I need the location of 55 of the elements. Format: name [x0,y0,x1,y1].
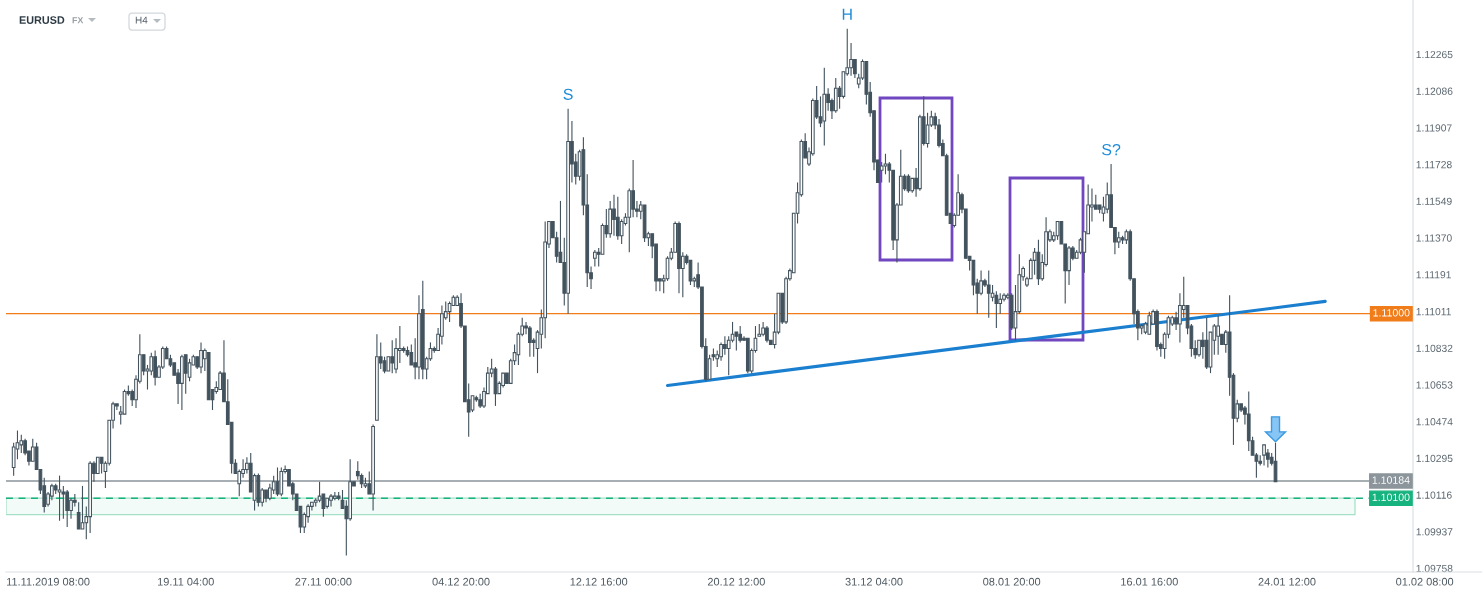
candlestick [80,485,85,530]
candlestick [153,350,157,386]
candlestick [615,196,620,241]
ref-line-label: 1.10100 [1372,493,1410,502]
x-tick-label: 24.01 12:00 [1258,577,1316,586]
candlestick [1067,245,1071,286]
candlestick [612,194,616,237]
candlestick [447,300,452,323]
candlestick [122,388,127,415]
candlestick [199,341,203,374]
x-tick-label: 20.12 12:00 [707,577,765,586]
x-tick-label: 12.12 16:00 [570,577,628,586]
text: EURUSD [19,16,65,24]
y-tick-label: 1.09758 [1416,564,1453,573]
ref-line-label: 1.11000 [1373,309,1410,317]
annotation: H4 [135,16,148,24]
y-tick-label: 1.10295 [1416,454,1453,463]
candlestick [723,335,727,356]
y-tick-label: 1.11370 [1416,234,1452,242]
ref-line-label: 1.10184 [1372,476,1410,484]
x-tick-label: 31.12 04:00 [845,577,903,586]
candlestick [279,466,284,497]
y-tick-label: 1.10116 [1416,491,1452,499]
x-tick-label: 08.01 20:00 [983,577,1041,586]
x-tick-label: 04.12 20:00 [432,577,490,586]
y-tick-label: 1.12086 [1416,87,1453,95]
x-tick-label: 11.11.2019 08:00 [7,577,90,586]
x-tick-label: 19.11 04:00 [157,577,214,586]
y-tick-label: 1.10653 [1416,381,1453,389]
annotation: FX [72,17,84,24]
candlestick [390,339,395,374]
candlestick [271,475,276,495]
y-tick-label: 1.10474 [1416,418,1453,426]
y-tick-label: 1.10832 [1416,344,1453,352]
candlestick [409,343,414,366]
annotation: S [563,88,573,100]
candlestick [65,489,70,528]
y-tick-label: 1.11191 [1416,271,1451,279]
x-tick-label: 27.11 00:00 [295,577,352,586]
annotation: S? [1102,143,1121,156]
x-tick-label: 16.01 16:00 [1121,577,1178,586]
candlestick [1266,448,1270,468]
candlestick [593,249,597,268]
y-tick-label: 1.11011 [1416,307,1451,316]
y-tick-label: 1.11907 [1416,124,1452,132]
candlestick [187,358,192,382]
annotation: H [842,8,852,20]
y-tick-label: 1.09937 [1416,528,1453,536]
candlestick [1262,444,1266,466]
candlestick [631,159,635,218]
y-tick-label: 1.12265 [1416,50,1453,59]
y-tick-label: 1.11549 [1416,197,1452,205]
y-tick-label: 1.11728 [1416,160,1452,169]
candlestick [528,325,532,358]
x-tick-label: 01.02 08:00 [1396,577,1454,586]
